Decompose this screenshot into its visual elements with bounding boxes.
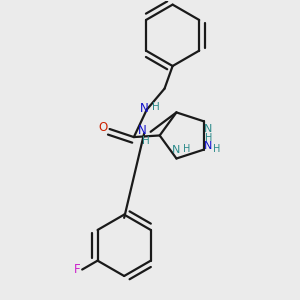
Text: H: H xyxy=(142,136,150,146)
Text: N: N xyxy=(204,124,213,134)
Text: F: F xyxy=(74,263,81,276)
Text: N: N xyxy=(138,124,147,137)
Text: N: N xyxy=(204,142,213,152)
Text: H: H xyxy=(205,133,212,143)
Text: H: H xyxy=(152,102,160,112)
Text: O: O xyxy=(98,121,107,134)
Text: H: H xyxy=(213,144,221,154)
Text: H: H xyxy=(183,145,190,154)
Text: N: N xyxy=(140,102,148,115)
Text: N: N xyxy=(172,146,181,155)
